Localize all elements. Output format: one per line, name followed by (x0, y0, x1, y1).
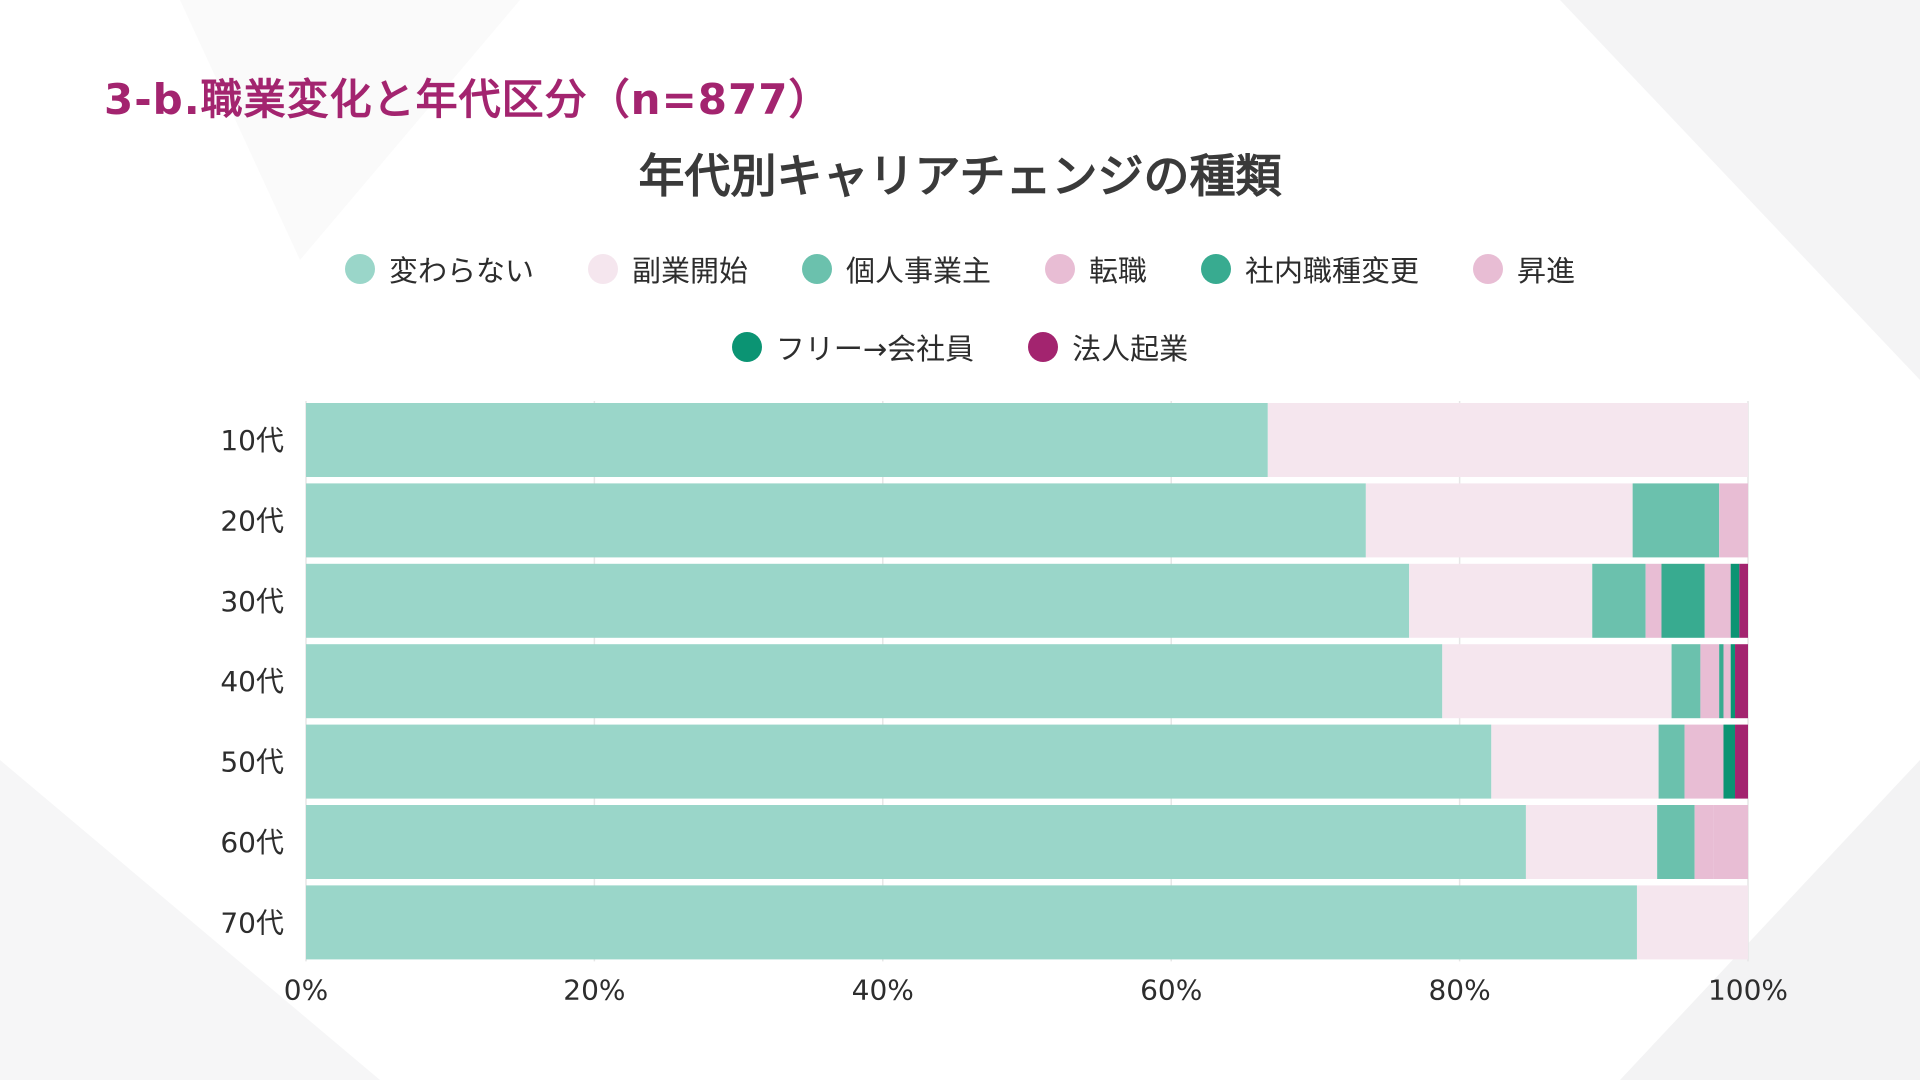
bar-segment (1730, 563, 1740, 638)
category-label: 40代 (220, 665, 284, 698)
legend-swatch (801, 254, 832, 284)
legend-label: 副業開始 (631, 254, 748, 288)
bar-segment (1645, 563, 1662, 638)
legend-label: 転職 (1089, 254, 1148, 288)
legend-label: 昇進 (1517, 254, 1576, 288)
bar-segment (1704, 563, 1731, 638)
bar-segment (1684, 724, 1724, 799)
bar-segment (1525, 805, 1658, 879)
bar-segment (306, 644, 1443, 719)
legend-row-2: フリー→会社員 法人起業 (0, 326, 1920, 368)
legend-item: 個人事業主 (801, 248, 991, 290)
bar-segment (306, 403, 1268, 477)
legend-label: 法人起業 (1072, 332, 1189, 366)
legend-label: フリー→会社員 (775, 332, 975, 366)
bar-segment (1636, 885, 1748, 960)
legend-item: フリー→会社員 (731, 326, 975, 368)
legend-label: 個人事業主 (845, 254, 991, 288)
bar-segment (1671, 644, 1701, 719)
bar-segment (1719, 644, 1724, 719)
legend-row-1: 変わらない 副業開始 個人事業主 転職 社内職種変更 昇進 (0, 248, 1920, 290)
category-label: 20代 (220, 504, 284, 537)
bar-segment (1719, 483, 1748, 558)
legend-swatch (1028, 332, 1059, 362)
bar-segment (306, 885, 1637, 960)
bar-segment (1739, 563, 1748, 638)
bar-segment (306, 483, 1366, 558)
legend-item: 昇進 (1473, 248, 1575, 290)
bar-segment (1657, 805, 1695, 879)
category-label: 10代 (220, 424, 284, 457)
legend-label: 社内職種変更 (1245, 254, 1420, 288)
bar-segment (1694, 805, 1714, 879)
legend-item: 社内職種変更 (1201, 248, 1419, 290)
bar-segment (306, 563, 1410, 638)
legend-item: 副業開始 (587, 248, 748, 290)
bar-segment (1723, 644, 1731, 719)
legend-item: 変わらない (344, 248, 534, 290)
bar-segment (1735, 724, 1748, 799)
bar-segment (1267, 403, 1748, 477)
category-label: 70代 (220, 906, 284, 939)
bar-segment (1409, 563, 1593, 638)
bar-segment (1723, 724, 1736, 799)
chart-title: 年代別キャリアチェンジの種類 (638, 149, 1282, 203)
bar-segment (1735, 644, 1748, 719)
bar-segment (1700, 644, 1720, 719)
x-tick-label: 0% (284, 973, 328, 1006)
legend-swatch (1045, 254, 1075, 284)
legend-swatch (731, 332, 762, 362)
legend-swatch (344, 254, 375, 284)
section-title: 3-b.職業変化と年代区分（n=877） (104, 75, 832, 124)
category-label: 50代 (220, 746, 284, 779)
category-label: 30代 (220, 585, 284, 618)
legend-swatch (1473, 254, 1504, 284)
x-tick-label: 20% (563, 973, 625, 1006)
category-label: 60代 (220, 826, 284, 859)
legend-label: 変わらない (388, 254, 534, 288)
bar-segment (1632, 483, 1720, 558)
bar-segment (1658, 724, 1685, 799)
x-tick-label: 60% (1140, 973, 1202, 1006)
bar-segment (306, 724, 1492, 799)
bar-segment (1713, 805, 1748, 879)
bar-segment (306, 805, 1526, 879)
x-tick-label: 80% (1428, 973, 1490, 1006)
bar-segment (1491, 724, 1659, 799)
legend-swatch (587, 254, 618, 284)
bar-segment (1442, 644, 1672, 719)
x-tick-label: 100% (1708, 973, 1788, 1006)
bar-segment (1592, 563, 1646, 638)
legend-item: 法人起業 (1028, 326, 1188, 368)
x-tick-label: 40% (852, 973, 914, 1006)
bar-segment (1365, 483, 1633, 558)
legend-item: 転職 (1045, 248, 1147, 290)
bar-segment (1661, 563, 1705, 638)
bar-segment (1730, 644, 1736, 719)
legend-swatch (1201, 254, 1232, 284)
